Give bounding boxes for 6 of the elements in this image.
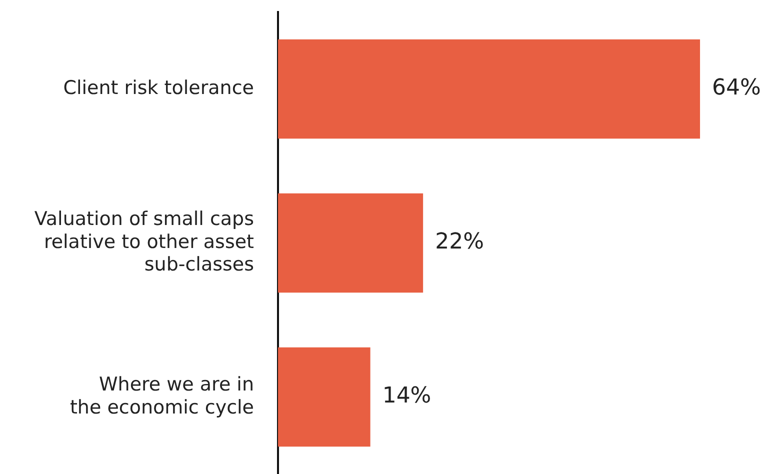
y-tick-label: Valuation of small caps relative to other asset sub-classes <box>34 208 254 276</box>
y-tick-label: Client risk tolerance <box>63 76 254 99</box>
data-label: 22% <box>435 230 484 255</box>
data-label: 14% <box>382 384 432 409</box>
y-tick-label: Where we are in the economic cycle <box>70 374 254 418</box>
data-label: 64% <box>712 76 761 101</box>
